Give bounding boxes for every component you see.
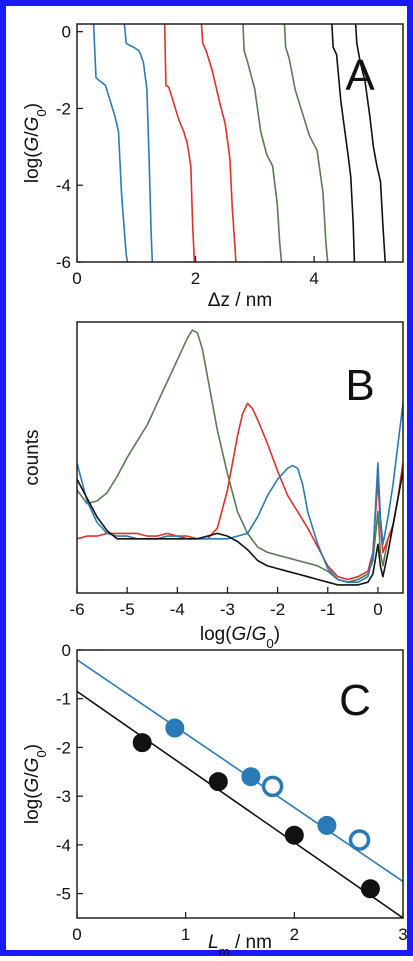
y-axis-label: log(G/G0) bbox=[22, 744, 49, 824]
y-tick-label: -2 bbox=[56, 738, 71, 757]
axes-frame bbox=[76, 321, 404, 594]
x-axis-label: log(G/G0) bbox=[200, 624, 280, 651]
x-tick-label: 0 bbox=[72, 925, 81, 944]
series-line-3 bbox=[163, 24, 196, 262]
series-line-5 bbox=[242, 24, 283, 262]
fit-line-2 bbox=[77, 690, 403, 918]
panel-a: 0 2 4 0 -2 -4 -6 Δz / nm log(G/G0) A bbox=[22, 23, 404, 311]
series-line-4 bbox=[77, 470, 403, 586]
x-tick-label: 2 bbox=[290, 925, 299, 944]
x-tick-label: 4 bbox=[309, 269, 318, 288]
panel-label: A bbox=[345, 51, 375, 100]
x-tick-label: 3 bbox=[398, 925, 407, 944]
y-tick-label: -1 bbox=[56, 690, 71, 709]
series-line-8 bbox=[354, 24, 386, 262]
y-tick-label: 0 bbox=[62, 23, 71, 42]
plot-area bbox=[92, 24, 386, 262]
x-tick-label: 0 bbox=[72, 269, 81, 288]
x-axis-label: Δz / nm bbox=[208, 290, 272, 311]
data-point bbox=[317, 815, 337, 835]
axes-frame bbox=[76, 23, 404, 263]
panel-label: B bbox=[345, 361, 374, 410]
y-tick-label: -4 bbox=[56, 176, 71, 195]
plot-area bbox=[77, 659, 403, 918]
y-tick-label: -2 bbox=[56, 99, 71, 118]
series-line-4 bbox=[200, 24, 237, 262]
y-tick-label: 0 bbox=[62, 641, 71, 660]
x-tick-label: -6 bbox=[69, 600, 84, 619]
data-point bbox=[241, 767, 261, 787]
x-axis-label: Lm / nm bbox=[208, 932, 272, 956]
x-tick-label: 2 bbox=[191, 269, 200, 288]
series-line-2 bbox=[123, 24, 154, 262]
plot-area bbox=[77, 329, 403, 586]
panel-label: C bbox=[339, 676, 371, 725]
x-tick-label: -1 bbox=[320, 600, 335, 619]
panel-c: 0 1 2 3 0 -1 -2 -3 -4 -5 Lm / nm log(G/G0) C bbox=[22, 641, 408, 959]
y-tick-label: -4 bbox=[56, 836, 71, 855]
y-tick-label: -6 bbox=[56, 253, 71, 272]
data-point bbox=[132, 733, 152, 753]
data-point bbox=[165, 718, 185, 738]
y-tick-label: -5 bbox=[56, 885, 71, 904]
y-axis-label: log(G/G0) bbox=[22, 103, 49, 183]
fit-line-1 bbox=[77, 659, 403, 883]
x-tick-label: -5 bbox=[120, 600, 135, 619]
panel-b: -6 -5 -4 -3 -2 -1 0 log(G/G0) counts B bbox=[22, 321, 404, 651]
series-line-1 bbox=[77, 329, 403, 583]
series-line-1 bbox=[92, 24, 129, 262]
data-point bbox=[284, 825, 304, 845]
x-tick-label: -2 bbox=[270, 600, 285, 619]
x-tick-label: 1 bbox=[181, 925, 190, 944]
y-axis-label: counts bbox=[22, 430, 43, 486]
x-tick-label: -3 bbox=[220, 600, 235, 619]
data-point bbox=[261, 775, 284, 798]
data-point bbox=[348, 829, 371, 851]
series-line-2 bbox=[77, 402, 403, 581]
series-line-3 bbox=[77, 403, 403, 583]
data-point bbox=[360, 879, 380, 899]
series-line-6 bbox=[283, 24, 329, 262]
axes-frame bbox=[76, 649, 404, 919]
x-tick-label: -4 bbox=[170, 600, 185, 619]
data-point bbox=[208, 772, 228, 792]
series-line-7 bbox=[331, 24, 356, 262]
x-tick-label: 0 bbox=[373, 600, 382, 619]
y-tick-label: -3 bbox=[56, 787, 71, 806]
